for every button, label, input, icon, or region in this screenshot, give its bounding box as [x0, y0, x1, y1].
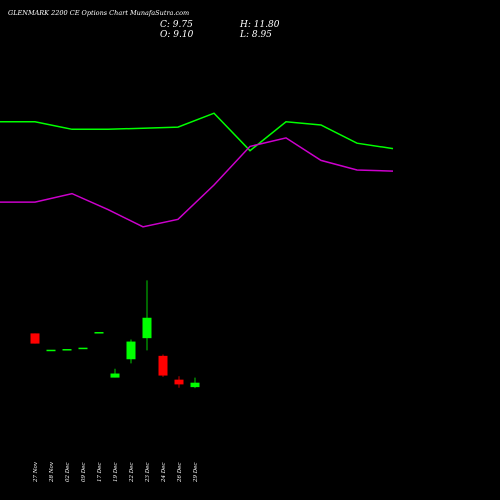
- chart-title: GLENMARK 2200 CE Options Chart MunafaSut…: [8, 9, 189, 17]
- candle-body: [46, 349, 56, 352]
- candle-body: [158, 355, 168, 376]
- candle-body: [94, 332, 104, 334]
- candle-body: [30, 333, 40, 344]
- x-tick-label: 22 Dec: [129, 463, 135, 484]
- x-tick-label: 24 Dec: [161, 463, 167, 484]
- x-tick-label: 27 Nov: [33, 461, 39, 483]
- x-tick-label: 26 Dec: [177, 463, 183, 484]
- lower-band-line: [0, 137, 394, 228]
- upper-band-line: [0, 112, 394, 152]
- candle-body: [78, 347, 88, 350]
- open-value: O: 9.10: [160, 30, 194, 40]
- x-tick-label: 28 Nov: [49, 461, 55, 483]
- candle-body: [62, 349, 72, 351]
- x-tick-label: 02 Dec: [65, 463, 71, 483]
- candles-group: [30, 280, 200, 389]
- candle-body: [126, 341, 136, 360]
- x-tick-label: 19 Dec: [113, 463, 119, 483]
- x-axis-labels: 27 Nov 28 Nov 02 Dec 09 Dec 17 Dec 19 Dec 22 D…: [33, 461, 199, 483]
- candle-body: [110, 373, 120, 378]
- candle-body: [142, 317, 152, 339]
- x-tick-label: 17 Dec: [97, 463, 103, 483]
- close-value: C: 9.75: [160, 20, 193, 30]
- x-tick-label: 29 Dec: [193, 463, 199, 484]
- candle-body: [174, 379, 184, 385]
- high-value: H: 11.80: [239, 20, 280, 30]
- x-tick-label: 09 Dec: [81, 463, 87, 483]
- x-tick-label: 23 Dec: [145, 463, 151, 484]
- low-value: L: 8.95: [239, 30, 272, 40]
- candle-body: [190, 382, 200, 388]
